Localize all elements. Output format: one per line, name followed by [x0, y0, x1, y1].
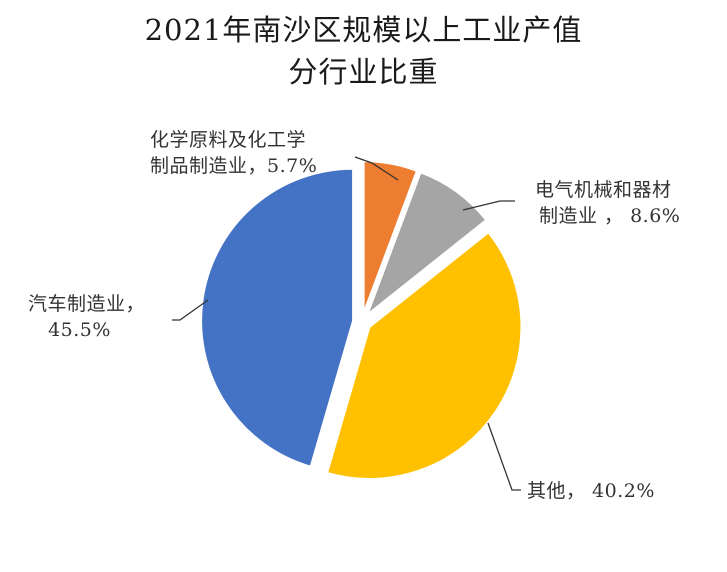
leader-line-other — [487, 422, 521, 491]
leader-line-elec — [462, 200, 515, 211]
label-chemical-line2: 制品制造业，5.7% — [150, 155, 318, 177]
label-chemical: 化学原料及化工学 制品制造业，5.7% — [150, 127, 317, 179]
label-other: 其他， 40.2% — [527, 478, 655, 504]
label-automobile: 汽车制造业， 45.5% — [28, 291, 145, 343]
pie-slices — [200, 160, 523, 480]
slice-other — [325, 230, 523, 480]
label-automobile-line1: 汽车制造业， — [28, 293, 146, 315]
slice-automobile — [200, 167, 355, 468]
label-electrical-line2: 制造业 ， 8.6% — [539, 205, 681, 227]
chart-title-line2: 分行业比重 — [288, 55, 439, 89]
label-electrical: 电气机械和器材 制造业 ， 8.6% — [535, 177, 680, 229]
leader-line-chem — [354, 156, 399, 181]
chart-title-line1: 2021年南沙区规模以上工业产值 — [144, 13, 583, 47]
label-chemical-line1: 化学原料及化工学 — [150, 129, 307, 151]
slice-chemical — [362, 160, 419, 314]
leader-lines — [172, 156, 521, 491]
label-other-line1: 其他， 40.2% — [527, 480, 655, 502]
label-electrical-line1: 电气机械和器材 — [535, 179, 672, 201]
leader-line-auto — [172, 299, 209, 321]
slice-electrical — [365, 171, 488, 318]
label-automobile-line2: 45.5% — [48, 319, 111, 341]
